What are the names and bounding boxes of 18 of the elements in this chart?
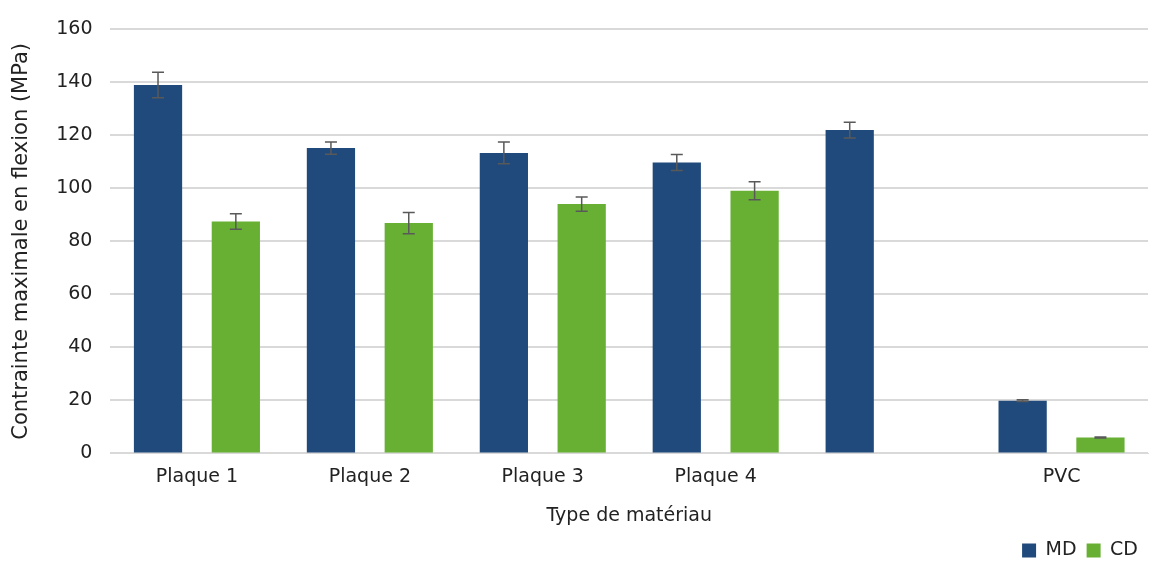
x-axis-title: Type de matériau xyxy=(545,502,713,525)
x-tick-label: PVC xyxy=(1042,463,1081,486)
y-tick-label: 40 xyxy=(68,334,93,357)
legend-label: CD xyxy=(1110,537,1139,560)
x-tick-label: Plaque 4 xyxy=(674,463,757,486)
legend-label: MD xyxy=(1045,537,1077,560)
x-tick-label: Plaque 2 xyxy=(328,463,412,486)
y-tick-label: 160 xyxy=(56,16,93,39)
y-tick-label: 80 xyxy=(68,228,93,251)
y-tick-label: 140 xyxy=(56,69,93,92)
x-tick-label: Plaque 1 xyxy=(155,463,239,486)
y-axis-title: Contrainte maximale en flexion (MPa) xyxy=(8,43,33,440)
y-tick-label: 100 xyxy=(56,175,93,198)
x-tick-label: Plaque 3 xyxy=(501,463,584,486)
y-tick-label: 0 xyxy=(80,440,93,463)
y-tick-label: 60 xyxy=(68,281,93,304)
y-tick-label: 20 xyxy=(68,387,93,410)
y-tick-label: 120 xyxy=(56,122,93,145)
